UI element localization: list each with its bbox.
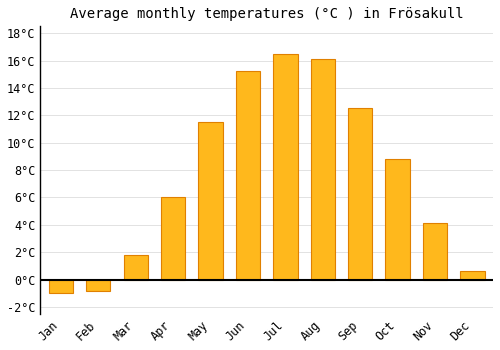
Title: Average monthly temperatures (°C ) in Frösakull: Average monthly temperatures (°C ) in Fr… <box>70 7 464 21</box>
Bar <box>348 108 372 280</box>
Bar <box>273 54 297 280</box>
Bar <box>86 280 110 290</box>
Bar <box>236 71 260 280</box>
Bar <box>423 224 447 280</box>
Bar <box>48 280 73 293</box>
Bar <box>386 159 410 280</box>
Bar <box>460 272 484 280</box>
Bar <box>161 197 186 280</box>
Bar <box>124 255 148 280</box>
Bar <box>198 122 222 280</box>
Bar <box>310 59 335 280</box>
